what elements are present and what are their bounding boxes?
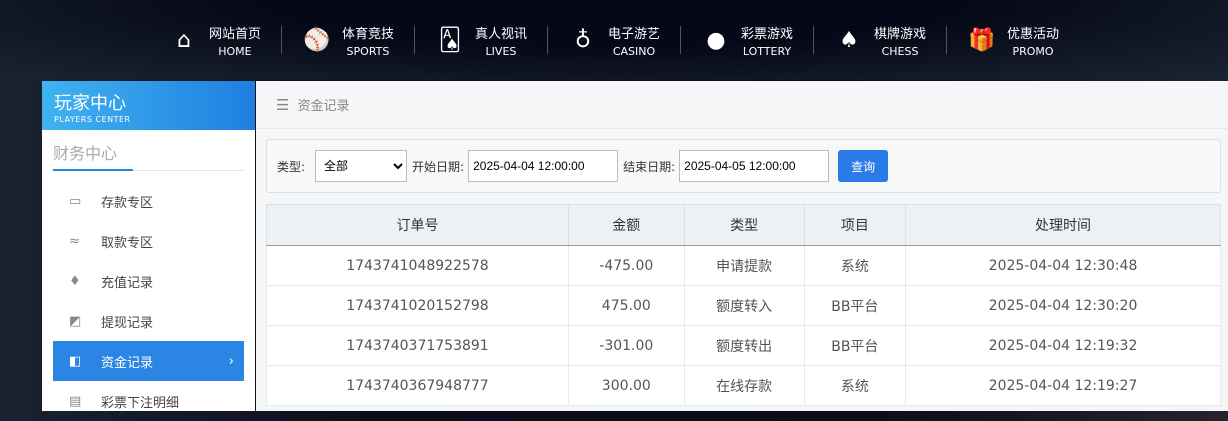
menu-icon[interactable]: ☰: [276, 95, 290, 114]
table-row: 1743740367948777 300.00 在线存款 系统 2025-04-04 1…: [266, 365, 1221, 406]
nav-item-sports[interactable]: ⚾ 体育竞技 SPORTS: [280, 26, 414, 58]
table-cell: -475.00: [567, 245, 685, 286]
table-cell: 额度转出: [683, 325, 805, 366]
table-cell: 2025-04-04 12:19:32: [905, 325, 1221, 366]
nav-chess-icon: ♠: [839, 27, 859, 53]
top-nav: ⌂ 网站首页 HOME ⚾ 体育竞技 SPORTS 🂡 真人视讯 LIVES ♁ 电子游艺 CASIN…: [0, 0, 1228, 80]
nav-sublabel: LIVES: [485, 44, 517, 58]
type-label: 类型:: [277, 159, 306, 174]
nav-sublabel: CASINO: [612, 44, 656, 58]
nav-sublabel: PROMO: [1012, 44, 1054, 58]
nav-sublabel: SPORTS: [346, 44, 390, 58]
sidebar-item-label: 提现记录: [101, 315, 154, 331]
sidebar-item[interactable]: ♦ 充值记录: [53, 261, 244, 301]
sidebar-item-label: 资金记录: [101, 355, 154, 371]
column-header: 处理时间: [905, 204, 1221, 246]
table-cell: BB平台: [803, 325, 907, 366]
sidebar-title: 玩家中心: [54, 93, 126, 114]
column-header: 类型: [683, 204, 805, 246]
nav-label: 优惠活动: [1007, 26, 1060, 42]
menu-item-icon: ◩: [69, 313, 82, 329]
nav-sublabel: LOTTERY: [742, 44, 792, 58]
sidebar-subtitle: PLAYERS CENTER: [54, 115, 131, 124]
column-header: 项目: [803, 204, 907, 246]
sidebar-item[interactable]: ▤ 彩票下注明细: [53, 381, 244, 421]
nav-sublabel: CHESS: [881, 44, 919, 58]
sidebar-item-label: 存款专区: [101, 195, 154, 211]
nav-label: 体育竞技: [341, 26, 394, 42]
nav-item-chess[interactable]: ♠ 棋牌游戏 CHESS: [813, 26, 946, 58]
table-cell: -301.00: [567, 325, 685, 366]
table-cell: 1743740367948777: [266, 365, 569, 406]
query-button[interactable]: 查询: [838, 150, 889, 182]
table-row: 1743741020152798 475.00 额度转入 BB平台 2025-04-04…: [266, 285, 1221, 326]
menu-item-icon: ◧: [69, 353, 82, 369]
players-center-header: 玩家中心 PLAYERS CENTER: [42, 81, 255, 130]
end-date-input[interactable]: [679, 150, 830, 182]
sidebar-menu: ▭ 存款专区 ≈ 取款专区 ♦ 充值记录 ◩ 提现记录 ◧ 资金记录 › ▤ 彩票下注明细: [53, 181, 244, 421]
start-date-label: 开始日期:: [412, 159, 465, 174]
nav-label: 真人视讯: [474, 26, 527, 42]
breadcrumb: ☰ 资金记录: [256, 81, 1228, 129]
table-row: 1743740371753891 -301.00 额度转出 BB平台 2025-04-0…: [266, 325, 1221, 366]
sidebar-item-label: 彩票下注明细: [101, 395, 180, 411]
table-cell: 1743741020152798: [266, 285, 569, 326]
nav-item-home[interactable]: ⌂ 网站首页 HOME: [149, 26, 281, 58]
table-cell: 475.00: [567, 285, 685, 326]
nav-label: 棋牌游戏: [874, 26, 927, 42]
section-title: 财务中心: [53, 140, 244, 171]
records-table: 订单号 金额 类型 项目 处理时间 1743741048922578 -475.00 申请提款…: [266, 204, 1221, 406]
sidebar-item[interactable]: ◩ 提现记录: [53, 301, 244, 341]
table-cell: 1743740371753891: [266, 325, 569, 366]
nav-item-lottery[interactable]: ● 彩票游戏 LOTTERY: [680, 26, 813, 58]
nav-casino-icon: ♁: [574, 27, 592, 53]
sidebar-item[interactable]: ≈ 取款专区: [53, 221, 244, 261]
sidebar-item-label: 充值记录: [101, 275, 154, 291]
nav-promo-icon: 🎁: [968, 27, 996, 53]
nav-item-casino[interactable]: ♁ 电子游艺 CASINO: [546, 26, 680, 58]
nav-lives-icon: 🂡: [438, 27, 462, 53]
nav-lottery-icon: ●: [706, 27, 726, 53]
table-cell: 1743741048922578: [266, 245, 569, 286]
chevron-right-icon: ›: [228, 353, 234, 369]
sidebar-item[interactable]: ▭ 存款专区: [53, 181, 244, 221]
end-date-label: 结束日期:: [623, 159, 676, 174]
main-content: ☰ 资金记录 类型: 全部 开始日期: 结束日期: 查询 订单号金额类型项目处理时…: [256, 81, 1228, 411]
filter-bar: 类型: 全部 开始日期: 结束日期: 查询: [266, 139, 1221, 193]
nav-label: 电子游艺: [607, 26, 660, 42]
nav-item-promo[interactable]: 🎁 优惠活动 PROMO: [946, 26, 1079, 58]
sidebar: 玩家中心 PLAYERS CENTER 财务中心 ▭ 存款专区 ≈ 取款专区 ♦ 充值记录…: [42, 81, 255, 411]
table-cell: 额度转入: [683, 285, 805, 326]
sidebar-item[interactable]: ◧ 资金记录 ›: [53, 341, 244, 381]
menu-item-icon: ♦: [69, 273, 81, 289]
table-cell: 申请提款: [683, 245, 805, 286]
sidebar-item-label: 取款专区: [101, 235, 154, 251]
table-cell: 2025-04-04 12:30:48: [905, 245, 1221, 286]
table-cell: 系统: [803, 245, 907, 286]
column-header: 订单号: [266, 204, 569, 246]
table-cell: 系统: [803, 365, 907, 406]
column-header: 金额: [567, 204, 685, 246]
table-cell: 300.00: [567, 365, 685, 406]
menu-item-icon: ▤: [69, 393, 82, 409]
nav-item-lives[interactable]: 🂡 真人视讯 LIVES: [413, 26, 547, 58]
start-date-input[interactable]: [468, 150, 619, 182]
nav-home-icon: ⌂: [176, 27, 191, 53]
table-cell: 2025-04-04 12:30:20: [905, 285, 1221, 326]
nav-sublabel: HOME: [218, 44, 252, 58]
nav-label: 彩票游戏: [741, 26, 794, 42]
table-row: 1743741048922578 -475.00 申请提款 系统 2025-04-04 …: [266, 245, 1221, 286]
type-select[interactable]: 全部: [315, 150, 408, 182]
table-cell: 在线存款: [683, 365, 805, 406]
table-cell: BB平台: [803, 285, 907, 326]
table-cell: 2025-04-04 12:19:27: [905, 365, 1221, 406]
nav-sports-icon: ⚾: [303, 27, 331, 53]
nav-label: 网站首页: [208, 26, 261, 42]
breadcrumb-label: 资金记录: [297, 99, 350, 114]
menu-item-icon: ≈: [69, 233, 80, 249]
menu-item-icon: ▭: [69, 193, 82, 209]
